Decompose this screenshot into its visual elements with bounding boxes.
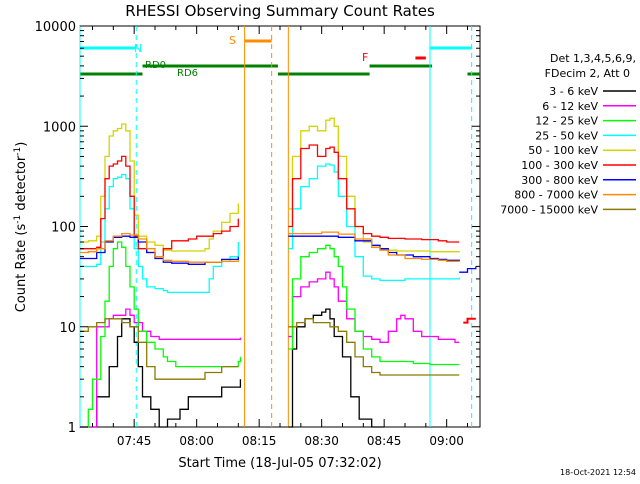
y-tick-label: 10000 (35, 20, 76, 35)
annotation-flare: F (362, 51, 368, 64)
series-100-300-kev-segment-2 (288, 144, 460, 243)
y-axis-label-mid: detector (14, 155, 29, 215)
series-6-12-kev-segment-1 (80, 308, 242, 428)
series-50-100-kev-segment-1 (80, 123, 239, 252)
annotation-saa: S (229, 34, 236, 47)
y-axis-ticks: 1 10 100 1000 10000 (35, 20, 480, 436)
legend-label: 6 - 12 keV (542, 100, 598, 113)
legend: Det 1,3,4,5,6,9, FDecim 2, Att 0 3 - 6 k… (500, 52, 636, 216)
series-12-25-kev-segment-1 (84, 241, 242, 428)
x-tick-label: 08:15 (242, 434, 277, 448)
series-7000-15000-kev-segment-1 (80, 318, 239, 380)
timestamp: 18-Oct-2021 12:54 (560, 468, 636, 477)
y-axis-label-sup2: -1 (13, 147, 23, 156)
legend-label: 3 - 6 keV (549, 85, 598, 98)
x-tick-label: 07:45 (117, 434, 152, 448)
legend-label: 12 - 25 keV (535, 115, 598, 128)
series-12-25-kev-segment-2 (288, 244, 460, 366)
series-100-300-kev-segment-3 (463, 317, 476, 324)
series-lines (80, 117, 477, 428)
status-bars (80, 39, 480, 76)
legend-label: 7000 - 15000 keV (500, 203, 598, 216)
series-800-7000-kev-segment-1 (80, 232, 239, 263)
y-tick-label: 1000 (43, 120, 76, 135)
y-tick-label: 10 (59, 321, 76, 336)
y-axis-label-main: Count Rate (s (14, 224, 29, 313)
series-300-800-kev-segment-3 (459, 266, 477, 273)
chart-title: RHESSI Observing Summary Count Rates (125, 2, 435, 20)
legend-label: 800 - 7000 keV (514, 189, 598, 202)
series-3-6-kev-segment-1 (80, 318, 242, 428)
series-25-50-kev-segment-1 (80, 173, 239, 294)
legend-label: 25 - 50 keV (535, 129, 598, 142)
x-axis-ticks: 07:45 08:00 08:15 08:30 08:45 09:00 (92, 26, 468, 448)
legend-label: 100 - 300 keV (521, 159, 598, 172)
vertical-markers (79, 26, 473, 427)
y-axis-label-sup1: -1 (13, 215, 23, 224)
series-800-7000-kev-segment-2 (288, 231, 460, 262)
annotation-rd6: RD6 (177, 68, 198, 79)
series-300-800-kev-segment-1 (80, 235, 239, 265)
x-axis-label: Start Time (18-Jul-05 07:32:02) (178, 456, 381, 471)
x-tick-label: 08:30 (304, 434, 339, 448)
series-50-100-kev-segment-2 (288, 117, 460, 253)
x-tick-label: 08:45 (367, 434, 402, 448)
legend-header-line-1: Det 1,3,4,5,6,9, (550, 52, 636, 65)
annotation-night: N (134, 42, 142, 55)
series-6-12-kev-segment-2 (288, 271, 460, 343)
series-100-300-kev-segment-1 (80, 155, 239, 258)
series-7000-15000-kev-segment-2 (288, 318, 460, 376)
x-tick-label: 08:00 (179, 434, 214, 448)
annotation-rd0: RD0 (145, 60, 166, 71)
x-tick-label: 09:00 (429, 434, 464, 448)
y-tick-label: 100 (51, 221, 76, 236)
y-axis-label-end: ) (14, 142, 29, 147)
legend-label: 300 - 800 keV (521, 174, 598, 187)
legend-label: 50 - 100 keV (528, 144, 598, 157)
y-axis-label: Count Rate (s-1 detector-1) (13, 142, 29, 313)
y-tick-label: 1 (68, 421, 76, 436)
series-25-50-kev-segment-2 (288, 163, 460, 282)
series-3-6-kev-segment-2 (288, 308, 385, 428)
legend-header-line-2: FDecim 2, Att 0 (545, 67, 630, 80)
